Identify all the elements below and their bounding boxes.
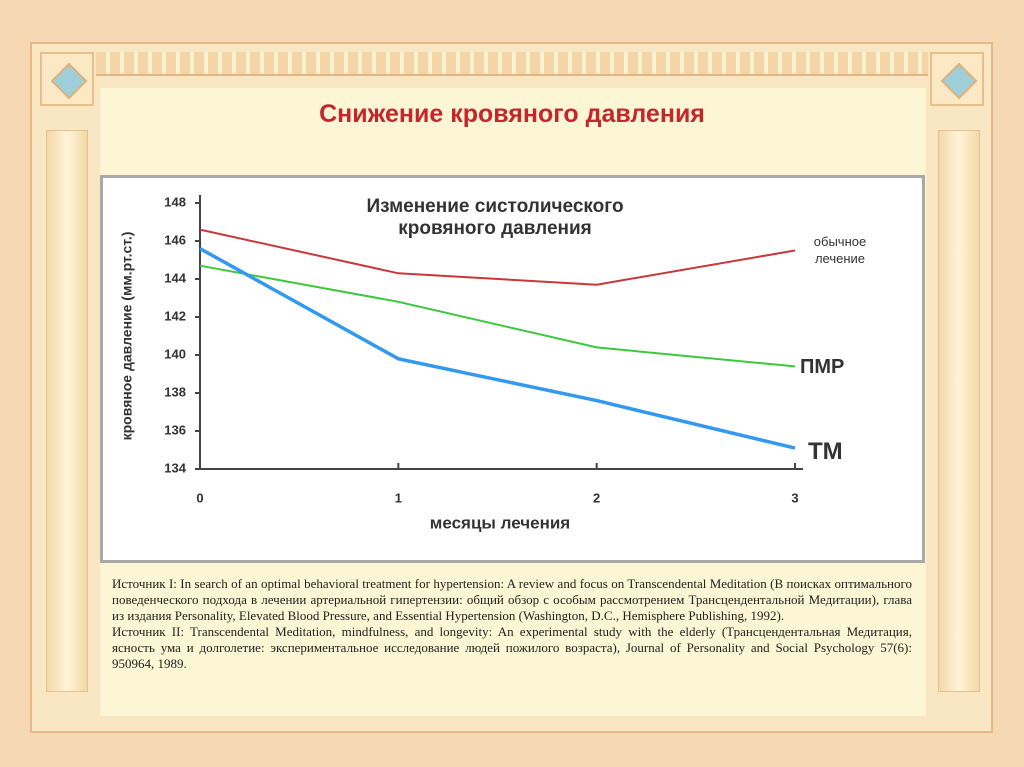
y-tick-label: 136: [164, 422, 186, 437]
source-text: Источник II: Transcendental Meditation, …: [112, 624, 912, 671]
x-tick-label: 0: [196, 490, 203, 505]
y-tick-label: 144: [164, 270, 186, 285]
legend-label: ТМ: [808, 438, 843, 465]
y-axis-label: кровяное давление (мм.рт.ст.): [119, 232, 135, 441]
sources: Источник I: In search of an optimal beha…: [112, 576, 912, 672]
y-tick-label: 140: [164, 346, 186, 361]
ornament: [96, 52, 928, 76]
y-tick-label: 148: [164, 194, 186, 209]
y-tick-label: 138: [164, 384, 186, 399]
y-tick-label: 146: [164, 232, 186, 247]
legend-label: ПМР: [800, 356, 845, 378]
source-text: Источник I: In search of an optimal beha…: [112, 576, 912, 623]
chart-box: [100, 175, 925, 563]
x-tick-label: 1: [395, 490, 402, 505]
ornament: [46, 130, 88, 692]
slide-title: Снижение кровяного давления: [319, 100, 705, 128]
ornament: [930, 52, 984, 106]
x-tick-label: 3: [791, 490, 798, 505]
ornament: [40, 52, 94, 106]
series-line: [199, 247, 796, 450]
y-tick-label: 134: [164, 460, 186, 475]
chart-title: Изменение систолического кровяного давле…: [366, 196, 624, 239]
series-line: [199, 264, 796, 368]
legend-label: обычное лечение: [813, 234, 867, 266]
series-line: [199, 228, 796, 286]
x-axis-label: месяцы лечения: [430, 513, 570, 532]
x-tick-label: 2: [593, 490, 600, 505]
y-tick-label: 142: [164, 308, 186, 323]
ornament: [938, 130, 980, 692]
